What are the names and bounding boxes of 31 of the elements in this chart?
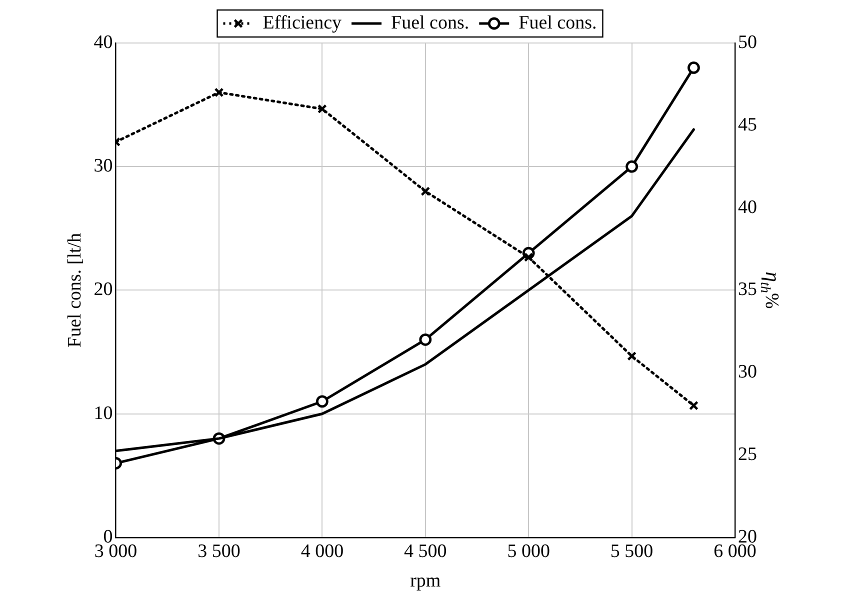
x-tick-label: 5 000 xyxy=(507,540,550,562)
point xyxy=(214,88,224,98)
y2-tick-label: 40 xyxy=(738,196,757,218)
x-tick-label: 4 500 xyxy=(404,540,447,562)
y-tick-label: 10 xyxy=(94,402,113,424)
point xyxy=(420,186,430,196)
y-tick-label: 30 xyxy=(94,156,113,177)
legend-label: Fuel cons. xyxy=(518,12,597,34)
x-tick-label: 5 500 xyxy=(610,540,654,562)
point xyxy=(688,62,700,74)
point xyxy=(317,104,327,114)
y2-tick-label: 25 xyxy=(738,444,757,465)
x-tick-label: 4 000 xyxy=(300,540,344,562)
x-tick-label: 3 500 xyxy=(198,540,240,562)
point xyxy=(316,395,328,408)
point xyxy=(419,333,432,346)
y-axis-title: Fuel cons. [lt/h xyxy=(64,232,86,348)
legend-label: Efficiency xyxy=(262,12,342,34)
x-axis-title: rpm xyxy=(410,570,441,592)
y2-tick-label: 30 xyxy=(738,362,757,383)
point xyxy=(524,252,534,262)
y2-tick-label: 35 xyxy=(738,279,757,300)
y-tick-label: 20 xyxy=(94,279,113,300)
y2-tick-label: 50 xyxy=(738,32,757,53)
y-tick-label: 40 xyxy=(94,32,113,53)
y2-tick-label: 45 xyxy=(738,114,757,136)
point xyxy=(626,160,638,173)
y2-axis-title: ηth% xyxy=(757,272,785,309)
legend-label: Fuel cons. xyxy=(391,12,470,34)
point xyxy=(627,351,637,361)
point xyxy=(688,400,698,410)
